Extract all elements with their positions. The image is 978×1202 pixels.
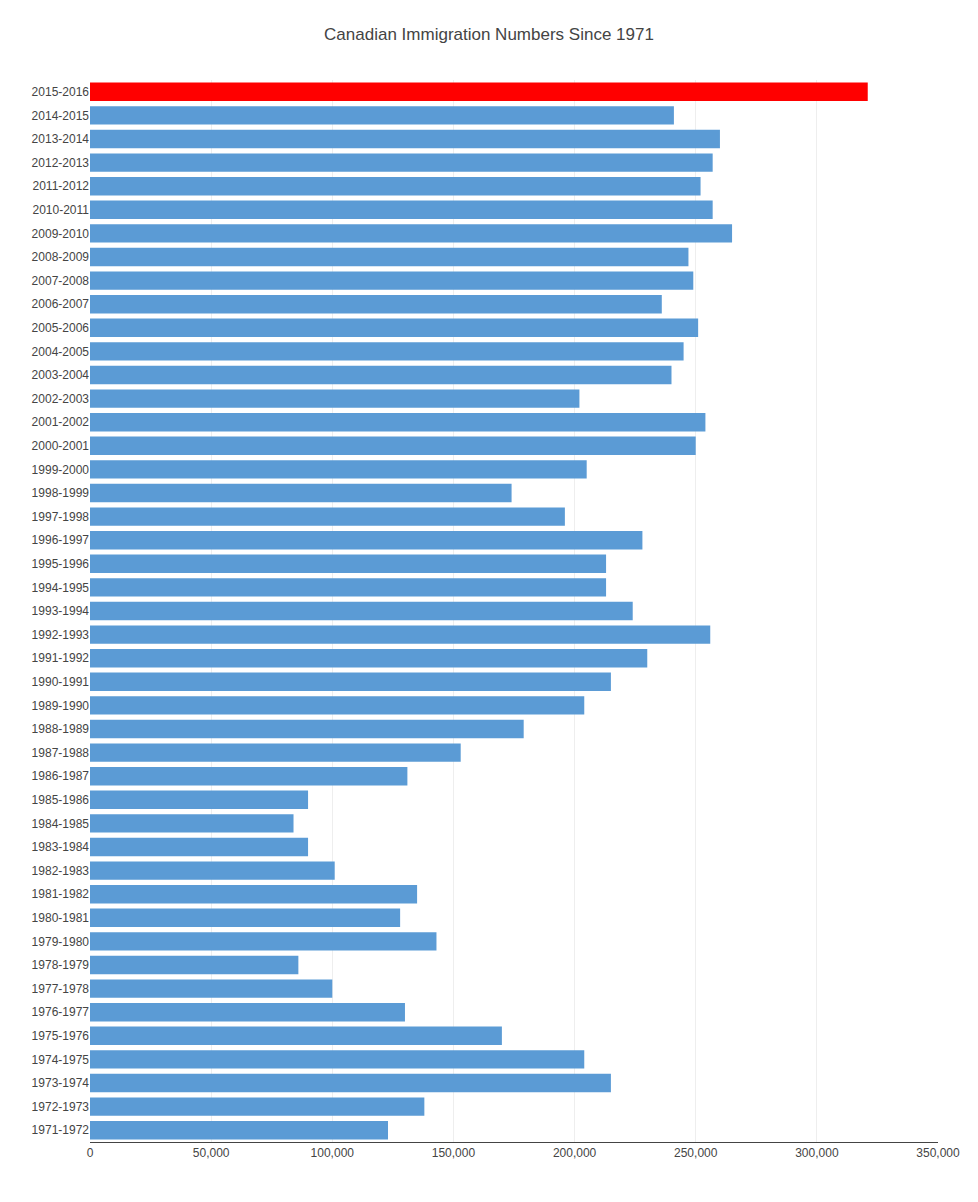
svg-text:1983-1984: 1983-1984 <box>32 840 90 854</box>
svg-text:2007-2008: 2007-2008 <box>32 274 90 288</box>
svg-text:1994-1995: 1994-1995 <box>32 581 90 595</box>
svg-text:2014-2015: 2014-2015 <box>32 109 90 123</box>
svg-text:350,000: 350,000 <box>916 1146 960 1160</box>
svg-text:2006-2007: 2006-2007 <box>32 297 90 311</box>
svg-text:2001-2002: 2001-2002 <box>32 415 90 429</box>
svg-text:1988-1989: 1988-1989 <box>32 722 90 736</box>
svg-text:1984-1985: 1984-1985 <box>32 817 90 831</box>
svg-text:2011-2012: 2011-2012 <box>33 179 90 193</box>
svg-text:2008-2009: 2008-2009 <box>32 250 90 264</box>
svg-text:1998-1999: 1998-1999 <box>32 486 90 500</box>
svg-text:1987-1988: 1987-1988 <box>32 746 90 760</box>
svg-text:1979-1980: 1979-1980 <box>32 935 90 949</box>
svg-text:1982-1983: 1982-1983 <box>32 864 90 878</box>
svg-text:1985-1986: 1985-1986 <box>32 793 90 807</box>
svg-text:1996-1997: 1996-1997 <box>32 533 90 547</box>
svg-text:0: 0 <box>87 1146 94 1160</box>
svg-text:1995-1996: 1995-1996 <box>32 557 90 571</box>
svg-text:1992-1993: 1992-1993 <box>32 628 90 642</box>
svg-text:1997-1998: 1997-1998 <box>32 510 90 524</box>
svg-text:Canadian Immigration Numbers S: Canadian Immigration Numbers Since 1971 <box>324 25 654 44</box>
svg-text:1972-1973: 1972-1973 <box>32 1100 90 1114</box>
svg-text:1999-2000: 1999-2000 <box>32 463 90 477</box>
svg-text:2002-2003: 2002-2003 <box>32 392 90 406</box>
svg-text:1975-1976: 1975-1976 <box>32 1029 90 1043</box>
svg-text:1990-1991: 1990-1991 <box>32 675 90 689</box>
svg-text:300,000: 300,000 <box>795 1146 839 1160</box>
svg-text:2000-2001: 2000-2001 <box>32 439 90 453</box>
svg-text:1980-1981: 1980-1981 <box>32 911 90 925</box>
svg-text:150,000: 150,000 <box>432 1146 476 1160</box>
svg-text:2003-2004: 2003-2004 <box>32 368 90 382</box>
svg-text:1976-1977: 1976-1977 <box>32 1005 90 1019</box>
svg-text:1973-1974: 1973-1974 <box>32 1076 90 1090</box>
svg-text:50,000: 50,000 <box>193 1146 230 1160</box>
svg-text:100,000: 100,000 <box>311 1146 355 1160</box>
svg-text:2013-2014: 2013-2014 <box>32 132 90 146</box>
svg-text:1981-1982: 1981-1982 <box>32 887 90 901</box>
svg-text:2004-2005: 2004-2005 <box>32 345 90 359</box>
svg-text:1977-1978: 1977-1978 <box>32 982 90 996</box>
svg-text:1978-1979: 1978-1979 <box>32 958 90 972</box>
svg-text:200,000: 200,000 <box>553 1146 597 1160</box>
svg-text:2015-2016: 2015-2016 <box>32 85 90 99</box>
svg-text:2010-2011: 2010-2011 <box>33 203 90 217</box>
svg-text:1971-1972: 1971-1972 <box>32 1123 90 1137</box>
svg-text:1974-1975: 1974-1975 <box>32 1053 90 1067</box>
svg-text:1991-1992: 1991-1992 <box>32 651 90 665</box>
svg-text:1993-1994: 1993-1994 <box>32 604 90 618</box>
svg-text:2005-2006: 2005-2006 <box>32 321 90 335</box>
svg-text:250,000: 250,000 <box>674 1146 718 1160</box>
svg-text:1989-1990: 1989-1990 <box>32 699 90 713</box>
svg-text:2012-2013: 2012-2013 <box>32 156 90 170</box>
svg-text:2009-2010: 2009-2010 <box>32 227 90 241</box>
svg-text:1986-1987: 1986-1987 <box>32 769 90 783</box>
